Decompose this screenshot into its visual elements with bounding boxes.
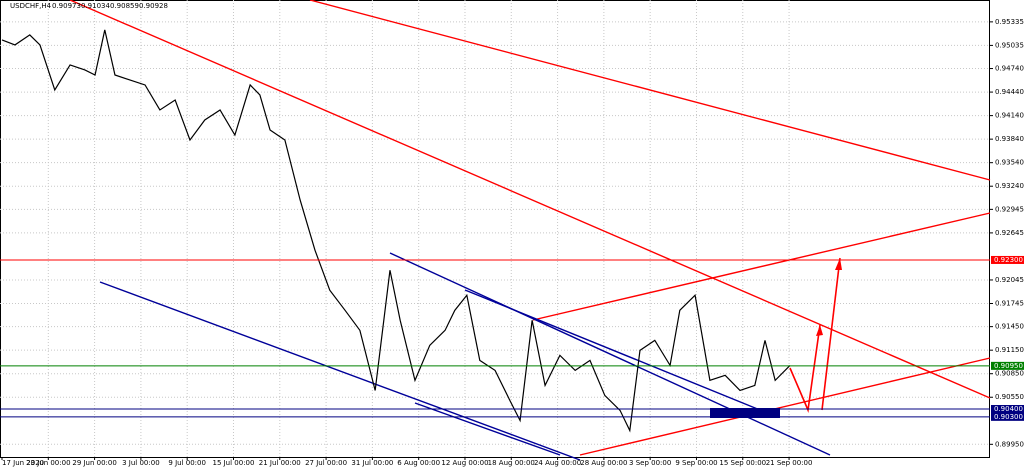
arrow-head [835,258,842,270]
y-tick-label: 0.91450 [995,323,1024,331]
x-tick-label: 3 Jul 00:00 [122,459,160,467]
level-label-box [991,255,1024,264]
x-tick-label: 21 Sep 00:00 [766,459,813,467]
forecast-arrow [821,257,841,411]
channel-line [389,252,831,456]
x-tick-label: 28 Aug 00:00 [580,459,627,467]
y-tick-label: 0.95335 [995,18,1024,26]
y-tick-label: 0.93840 [995,135,1024,143]
grid [0,0,990,457]
x-tick-label: 9 Jul 00:00 [168,459,206,467]
y-tick-label: 0.90850 [995,370,1024,378]
x-tick-label: 15 Sep 00:00 [719,459,766,467]
chart-title: USDCHF,H4 [10,2,52,10]
level-label: 0.90300 [994,413,1023,421]
level-label-box [991,361,1024,370]
y-tick-label: 0.92645 [995,229,1024,237]
level-label-box [991,412,1024,421]
trend-line [532,212,991,321]
x-tick-label: 29 Jun 00:00 [72,459,116,467]
channel-line [414,402,561,456]
channel-line [464,289,761,411]
ohlc-value: 0.91034 [81,2,110,10]
trend-line [309,0,991,181]
drawings [69,0,991,461]
y-tick-label: 0.91150 [995,346,1024,354]
plot-frame [0,0,990,458]
x-tick-label: 6 Aug 00:00 [397,459,440,467]
y-tick-label: 0.91745 [995,299,1024,307]
ohlc-value: 0.90859 [110,2,139,10]
x-tick-label: 15 Jul 00:00 [212,459,254,467]
trend-line [69,0,991,399]
level-label-box [991,405,1024,414]
x-tick-label: 23 Jun 00:00 [26,459,70,467]
y-tick-label: 0.89950 [995,440,1024,448]
ohlc-value: 0.90928 [139,2,168,10]
y-tick-label: 0.93240 [995,182,1024,190]
y-tick-label: 0.94440 [995,88,1024,96]
y-tick-label: 0.94140 [995,112,1024,120]
channel-line [99,281,581,461]
ohlc-header: 0.90973 0.91034 0.90859 0.90928 [52,2,168,10]
level-label: 0.92300 [994,256,1023,264]
x-tick-label: 21 Jul 00:00 [259,459,301,467]
trend-line [579,357,991,456]
y-tick-label: 0.90550 [995,393,1024,401]
ohlc-value: 0.90973 [52,2,81,10]
y-tick-label: 0.92945 [995,205,1024,213]
price-series [1,29,791,433]
axes: 0.95335 0.95035 0.94740 0.94440 0.94140 0.938… [1,18,1024,467]
y-tick-label: 0.94740 [995,65,1024,73]
y-tick-label: 0.92045 [995,276,1024,284]
arrow-head [816,325,823,336]
x-tick-label: 12 Aug 00:00 [441,459,488,467]
x-tick-label: 17 Jun 2020 [2,459,44,467]
support-zone [710,408,780,418]
x-tick-label: 24 Aug 00:00 [534,459,581,467]
y-tick-label: 0.95035 [995,41,1024,49]
x-tick-label: 27 Jul 00:00 [305,459,347,467]
y-tick-label: 0.93540 [995,159,1024,167]
forecast-arrow [789,324,821,413]
level-label: 0.90950 [994,362,1023,370]
price-line [1,29,791,433]
x-tick-label: 18 Aug 00:00 [488,459,535,467]
x-tick-label: 3 Sep 00:00 [629,459,671,467]
x-tick-label: 9 Sep 00:00 [675,459,717,467]
x-tick-label: 31 Jul 00:00 [351,459,393,467]
level-label: 0.90400 [994,405,1023,413]
